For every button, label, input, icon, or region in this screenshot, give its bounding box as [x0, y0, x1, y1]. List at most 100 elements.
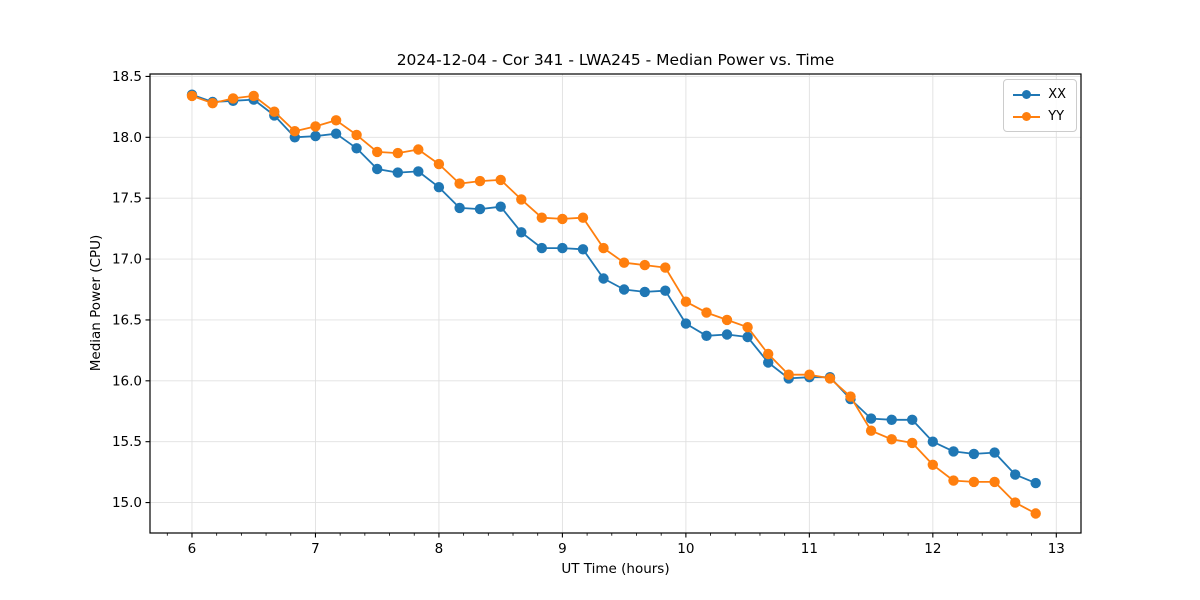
- xx-data-point: [742, 331, 753, 343]
- yy-data-point: [783, 369, 794, 380]
- xx-data-point: [392, 167, 403, 178]
- xx-data-point: [557, 242, 568, 254]
- yy-data-point: [495, 174, 506, 186]
- y-tick-labels: 15.0 15.5 16.0 16.5 17.0 17.5 18.0 18.5: [112, 69, 142, 511]
- xx-data-point: [536, 242, 547, 254]
- legend-item-yy: YY: [1013, 107, 1066, 126]
- svg-text:11: 11: [801, 541, 818, 557]
- svg-text:18.5: 18.5: [112, 69, 142, 85]
- yy-data-point: [598, 242, 609, 254]
- xx-data-point: [660, 285, 671, 296]
- xx-series-swatch: [1013, 89, 1041, 100]
- legend: XX YY: [1003, 79, 1077, 132]
- chart-title: 2024-12-04 - Cor 341 - LWA245 - Median P…: [396, 51, 835, 69]
- yy-data-point: [1030, 508, 1041, 519]
- svg-text:18.0: 18.0: [112, 130, 142, 146]
- xx-data-point: [598, 273, 609, 284]
- svg-text:16.0: 16.0: [112, 373, 142, 389]
- yy-data-point: [742, 322, 753, 333]
- xx-data-point: [989, 447, 1000, 458]
- xx-data-point: [968, 448, 980, 460]
- plot-border: [149, 73, 1082, 534]
- xx-data-point: [886, 414, 897, 425]
- yy-data-point: [454, 178, 465, 189]
- yy-data-point: [330, 115, 342, 126]
- svg-text:8: 8: [435, 541, 444, 557]
- xx-data-point: [639, 286, 650, 298]
- svg-text:10: 10: [677, 541, 694, 557]
- xx-data-point: [927, 436, 938, 447]
- xx-data-point: [577, 244, 589, 255]
- yy-data-point: [865, 425, 877, 436]
- yy-data-point: [392, 147, 403, 159]
- yy-data-point: [845, 391, 856, 402]
- series-xx: [186, 89, 1041, 489]
- xx-data-point: [680, 318, 692, 329]
- xx-line: [191, 93, 1037, 484]
- yy-data-point: [701, 307, 712, 318]
- xx-data-point: [948, 446, 959, 457]
- xx-data-point: [1010, 469, 1021, 480]
- yy-data-point: [413, 144, 424, 155]
- svg-text:7: 7: [311, 541, 320, 557]
- xx-data-point: [474, 203, 486, 215]
- xx-data-point: [330, 128, 342, 139]
- grid: [150, 74, 1081, 533]
- yy-data-point: [907, 437, 918, 449]
- yy-data-point: [351, 129, 362, 141]
- yy-data-point: [824, 373, 836, 384]
- svg-text:6: 6: [188, 541, 197, 557]
- xx-data-point: [907, 414, 918, 425]
- legend-label-yy: YY: [1048, 109, 1065, 124]
- yy-data-point: [1010, 497, 1021, 508]
- yy-data-point: [207, 98, 218, 109]
- xx-data-point: [495, 201, 506, 212]
- svg-text:15.5: 15.5: [112, 434, 142, 450]
- yy-data-point: [577, 212, 589, 223]
- xx-data-point: [701, 330, 712, 341]
- yy-data-point: [186, 90, 198, 102]
- yy-data-point: [227, 93, 239, 104]
- xx-data-point: [516, 227, 527, 238]
- svg-text:12: 12: [924, 541, 941, 557]
- xx-data-point: [351, 143, 362, 154]
- y-axis-label: Median Power (CPU): [88, 234, 104, 372]
- yy-data-point: [680, 296, 692, 307]
- x-axis: [166, 533, 1057, 538]
- yy-data-point: [804, 369, 815, 380]
- yy-data-point: [289, 126, 300, 137]
- xx-data-point: [433, 182, 445, 193]
- x-axis-label: UT Time (hours): [561, 561, 670, 577]
- legend-label-xx: XX: [1048, 87, 1066, 102]
- yy-data-point: [763, 348, 774, 360]
- yy-data-point: [639, 259, 650, 271]
- yy-data-point: [536, 212, 547, 223]
- yy-data-point: [948, 475, 959, 486]
- yy-data-point: [269, 106, 280, 117]
- yy-data-point: [886, 434, 897, 445]
- svg-text:17.0: 17.0: [112, 252, 142, 268]
- xx-data-point: [721, 329, 733, 340]
- yy-data-point: [248, 90, 259, 102]
- x-tick-labels: 6 7 8 9 10 11 12 13: [188, 541, 1065, 557]
- yy-data-point: [516, 194, 527, 205]
- yy-data-point: [927, 459, 938, 470]
- xx-data-point: [310, 130, 321, 142]
- svg-text:15.0: 15.0: [112, 495, 142, 511]
- xx-data-point: [372, 163, 383, 175]
- yy-data-point: [310, 121, 321, 132]
- yy-data-point: [989, 476, 1000, 488]
- yy-data-point: [433, 158, 445, 170]
- xx-data-point: [865, 413, 877, 424]
- xx-data-point: [618, 284, 630, 295]
- xx-data-point: [413, 166, 424, 177]
- svg-text:13: 13: [1048, 541, 1065, 557]
- svg-text:9: 9: [558, 541, 567, 557]
- svg-text:16.5: 16.5: [112, 312, 142, 328]
- xx-data-point: [763, 357, 774, 368]
- series-yy: [186, 90, 1041, 519]
- legend-item-xx: XX: [1013, 85, 1066, 104]
- yy-data-point: [660, 262, 671, 273]
